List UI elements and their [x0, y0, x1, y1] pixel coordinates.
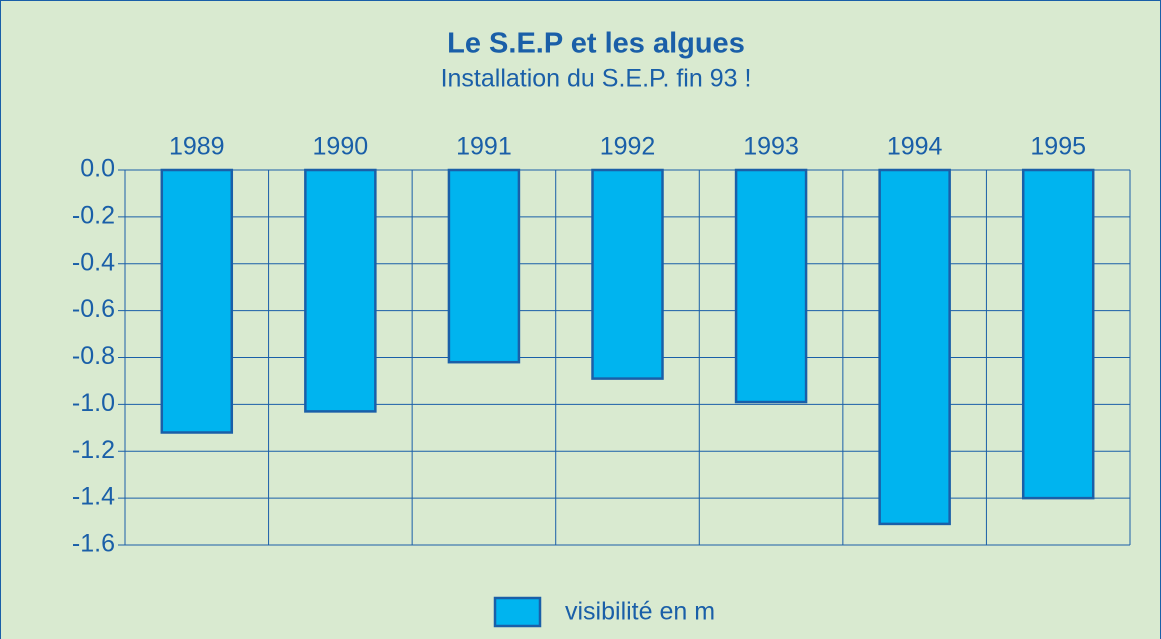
x-tick-label: 1992 — [600, 133, 656, 161]
y-tick-label: -0.2 — [72, 201, 115, 229]
legend-swatch — [493, 596, 542, 628]
bar — [1021, 168, 1095, 500]
x-tick-label: 1995 — [1030, 133, 1086, 161]
x-tick-label: 1990 — [313, 133, 369, 161]
y-tick-label: -1.0 — [72, 389, 115, 417]
bar — [160, 168, 234, 434]
bar — [304, 168, 377, 413]
y-tick-label: -1.6 — [72, 530, 115, 558]
y-tick-label: -1.2 — [72, 436, 115, 464]
y-tick-label: -0.6 — [72, 295, 115, 323]
x-tick-label: 1993 — [743, 133, 799, 161]
y-tick-label: -0.4 — [72, 248, 115, 276]
x-tick-label: 1989 — [169, 133, 225, 161]
x-tick-label: 1991 — [456, 133, 512, 161]
bar — [591, 168, 664, 380]
bar — [734, 168, 808, 404]
x-tick-label: 1994 — [887, 133, 943, 161]
bar — [447, 168, 521, 364]
chart-subtitle: Installation du S.E.P. fin 93 ! — [441, 65, 752, 93]
legend-label: visibilité en m — [565, 598, 715, 626]
y-tick-label: -1.4 — [72, 483, 115, 511]
y-tick-label: 0.0 — [80, 155, 115, 183]
bar — [878, 168, 951, 526]
chart-title: Le S.E.P et les algues — [447, 28, 745, 60]
y-tick-label: -0.8 — [72, 342, 115, 370]
